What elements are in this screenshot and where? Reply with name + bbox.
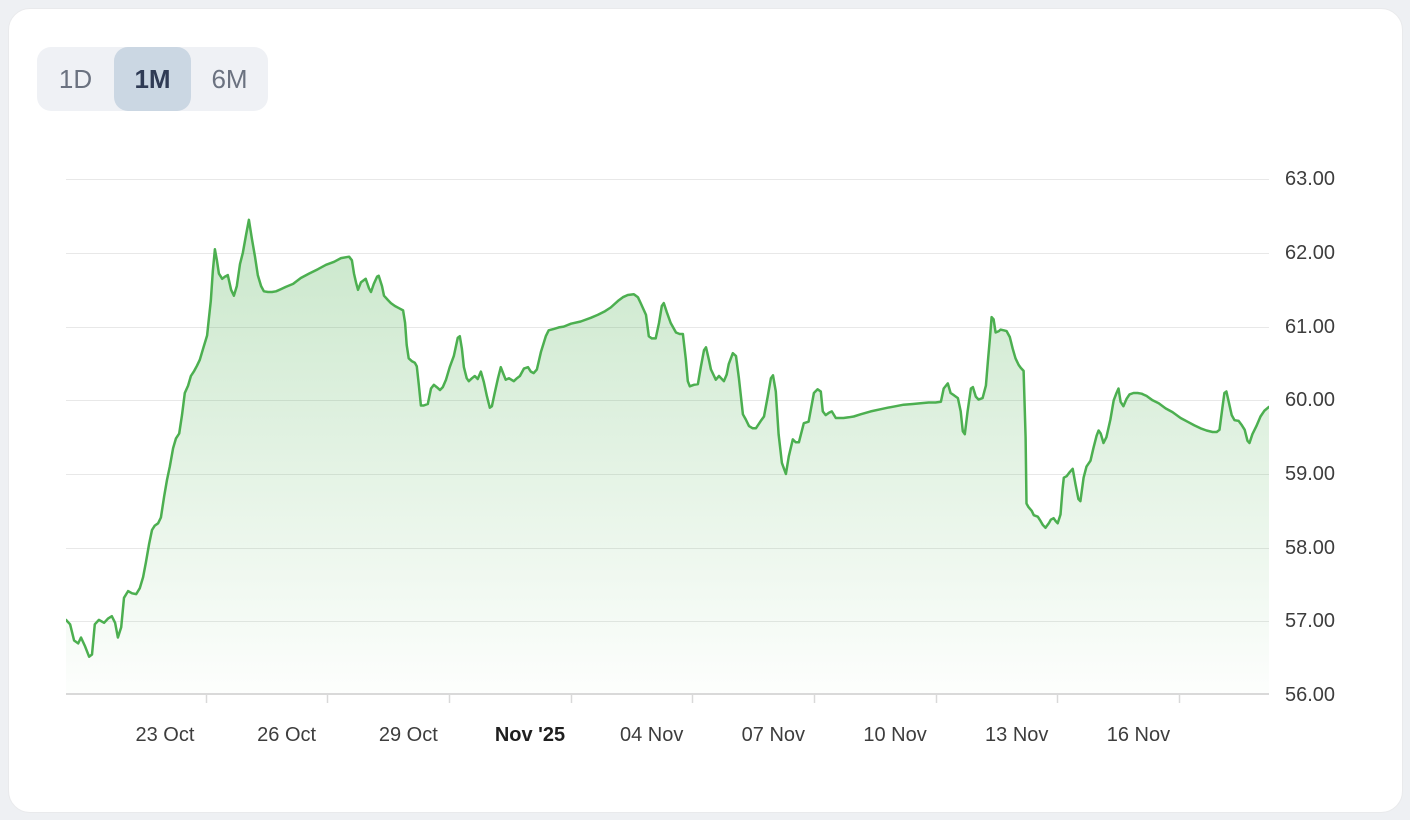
x-axis-label: 29 Oct xyxy=(378,724,438,746)
x-axis-label: 16 Nov xyxy=(1106,724,1171,746)
y-axis-label: 57.00 xyxy=(1285,610,1336,633)
x-axis-tick-marks xyxy=(205,695,1181,703)
range-button-6m[interactable]: 6M xyxy=(191,47,268,111)
y-axis-label: 58.00 xyxy=(1285,536,1336,559)
y-axis-label: 62.00 xyxy=(1285,241,1336,264)
x-axis-label: Nov '25 xyxy=(494,724,566,746)
y-axis-label: 59.00 xyxy=(1285,462,1336,485)
y-axis-label: 61.00 xyxy=(1285,315,1336,338)
x-axis-label: 10 Nov xyxy=(863,724,927,746)
x-axis-label: 07 Nov xyxy=(741,724,806,746)
y-axis-label: 63.00 xyxy=(1285,168,1336,191)
x-axis-label: 04 Nov xyxy=(619,724,684,746)
price-line xyxy=(66,218,1269,658)
range-button-1d[interactable]: 1D xyxy=(37,47,114,111)
chart-card: 1D 1M 6M 63.00 62.00 61.00 60.00 59.00 58.00 5… xyxy=(8,8,1403,813)
x-axis-label: 23 Oct xyxy=(135,724,195,746)
range-button-1m[interactable]: 1M xyxy=(114,47,191,111)
range-selector: 1D 1M 6M xyxy=(37,47,268,111)
y-axis-label: 60.00 xyxy=(1285,389,1336,412)
x-axis-label: 13 Nov xyxy=(985,724,1049,746)
y-axis-label: 56.00 xyxy=(1285,684,1336,706)
x-axis-label: 26 Oct xyxy=(257,724,317,746)
price-chart-plot[interactable] xyxy=(66,141,1269,707)
area-fill xyxy=(66,219,1269,696)
